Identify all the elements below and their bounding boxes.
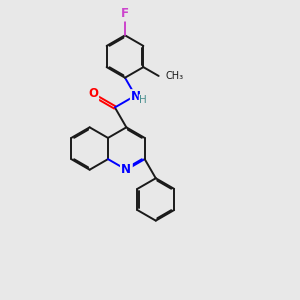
Text: O: O <box>88 87 98 101</box>
Text: F: F <box>121 7 129 20</box>
Text: N: N <box>131 90 141 103</box>
Text: CH₃: CH₃ <box>165 71 183 81</box>
Text: N: N <box>122 163 131 176</box>
Text: H: H <box>139 95 147 105</box>
